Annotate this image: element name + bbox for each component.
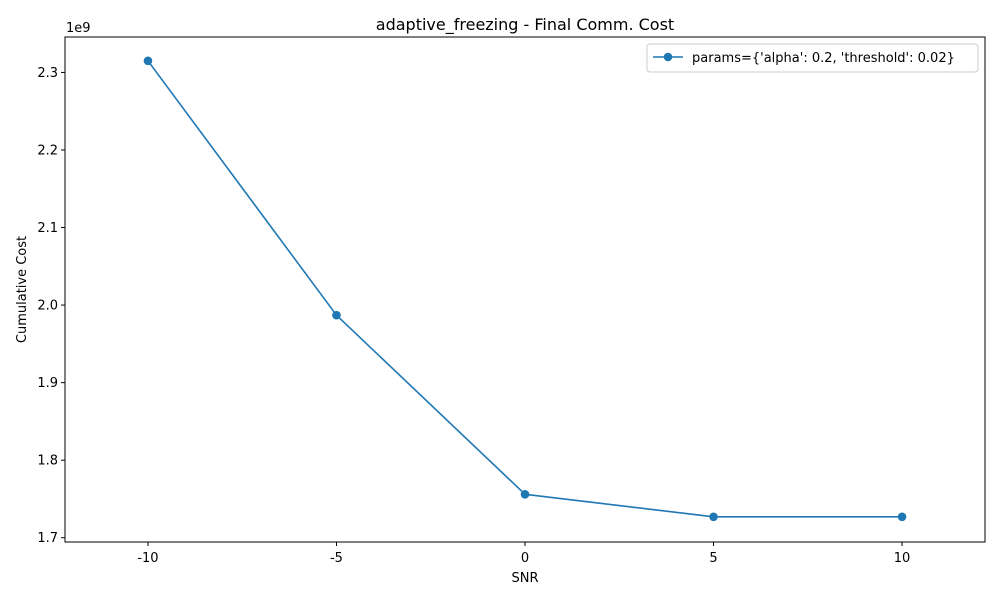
x-axis-ticks: -10 -5 0 5 10 xyxy=(137,542,910,566)
series-line xyxy=(147,60,903,518)
x-tick-label: -5 xyxy=(330,551,343,566)
data-point xyxy=(520,490,530,499)
x-tick-label: -10 xyxy=(137,551,158,566)
y-tick-label: 1.9 xyxy=(37,376,58,391)
y-axis-ticks: 1.7 1.8 1.9 2.0 2.1 2.2 2.3 xyxy=(37,66,65,546)
x-tick-label: 10 xyxy=(894,551,911,566)
plot-area xyxy=(143,56,907,522)
x-axis-label: SNR xyxy=(511,571,538,586)
y-tick-label: 2.0 xyxy=(37,299,58,314)
data-point xyxy=(897,512,907,522)
data-point xyxy=(709,512,718,522)
data-point xyxy=(332,310,341,320)
y-tick-label: 2.3 xyxy=(37,66,58,81)
y-tick-label: 2.1 xyxy=(37,221,58,236)
y-tick-label: 1.7 xyxy=(37,531,58,546)
legend-marker-swatch xyxy=(663,52,673,62)
y-axis-offset-label: 1e9 xyxy=(66,21,91,36)
y-axis-label: Cumulative Cost xyxy=(15,236,30,343)
data-point xyxy=(143,56,153,66)
x-tick-label: 5 xyxy=(709,551,717,566)
y-tick-label: 1.8 xyxy=(37,454,58,469)
legend-entry-label: params={'alpha': 0.2, 'threshold': 0.02} xyxy=(692,51,955,66)
x-tick-label: 0 xyxy=(521,551,529,566)
legend-box xyxy=(646,43,979,73)
legend: params={'alpha': 0.2, 'threshold': 0.02} xyxy=(646,43,979,73)
chart-title: adaptive_freezing - Final Comm. Cost xyxy=(376,15,674,35)
axes-frame xyxy=(64,36,986,543)
y-tick-label: 2.2 xyxy=(37,143,58,158)
